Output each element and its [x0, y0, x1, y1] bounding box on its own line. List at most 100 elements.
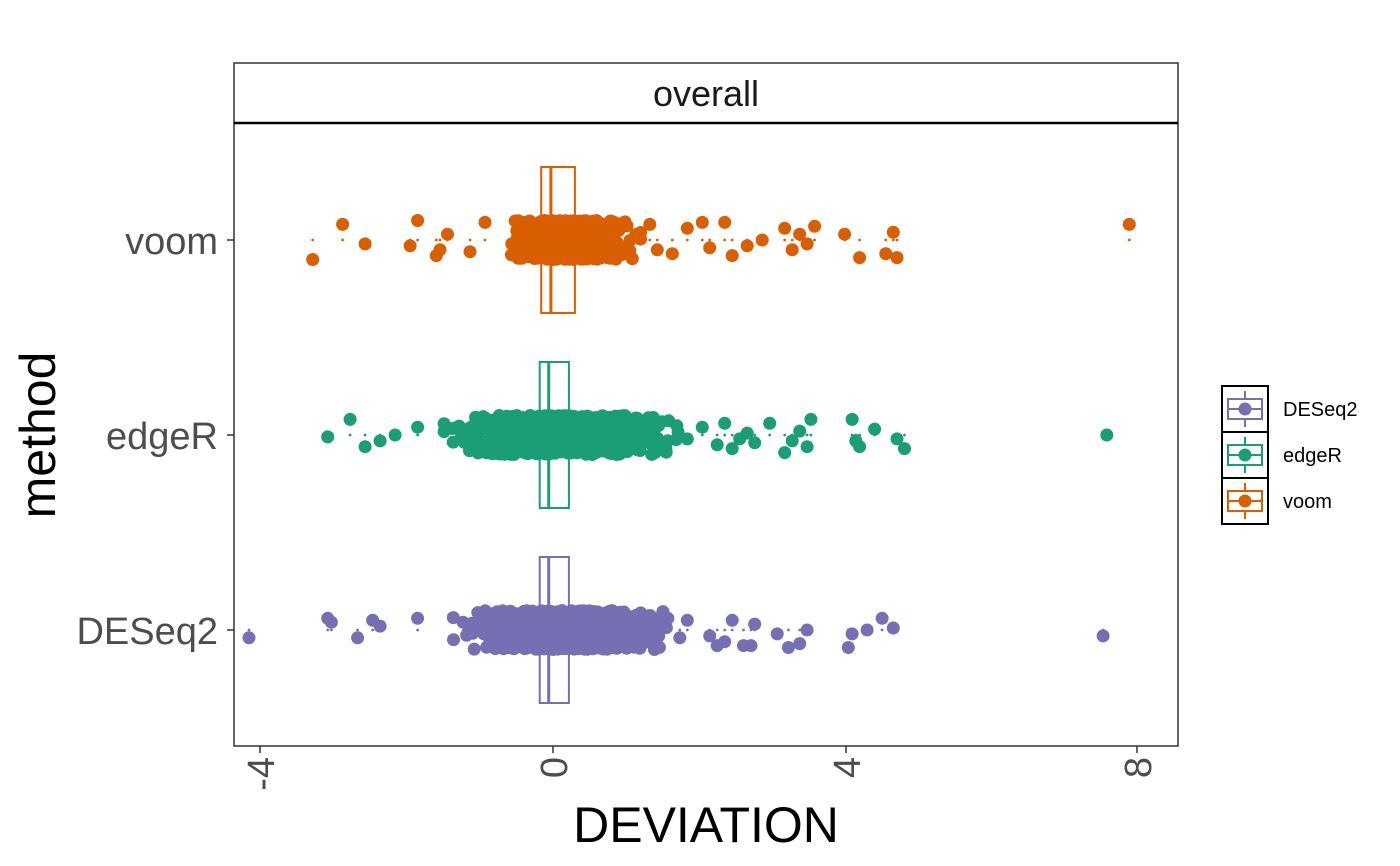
legend-label-deseq2: DESeq2 [1283, 399, 1358, 421]
box-outlier-voom [434, 238, 438, 242]
box-outlier-voom [408, 238, 412, 242]
outlier-point-edger [853, 440, 867, 454]
data-point-edger [584, 439, 597, 453]
box-outlier-deseq2 [742, 628, 745, 632]
data-point-deseq2 [610, 615, 624, 629]
data-point-edger [466, 422, 480, 436]
data-point-voom [629, 228, 643, 241]
data-point-deseq2 [596, 617, 610, 631]
data-point-deseq2 [495, 618, 509, 632]
outlier-point-voom [853, 251, 867, 265]
box-outlier-deseq2 [787, 628, 790, 632]
box-outlier-voom [648, 238, 652, 242]
outlier-point-voom [643, 217, 657, 231]
box-outlier-edger [393, 433, 397, 437]
data-point-edger [478, 411, 492, 425]
outlier-point-deseq2 [351, 631, 365, 645]
box-outlier-deseq2 [1101, 628, 1105, 632]
outlier-point-deseq2 [781, 641, 795, 654]
data-point-edger [501, 445, 515, 459]
data-point-voom [554, 238, 568, 252]
box-edger [538, 361, 570, 509]
outlier-point-voom [718, 215, 732, 229]
box-outlier-edger [753, 433, 757, 437]
x-tick-label-neg4: -4 [241, 757, 283, 791]
data-point-deseq2 [586, 642, 600, 656]
outlier-point-deseq2 [875, 611, 889, 625]
box-outlier-edger [326, 433, 330, 437]
data-point-deseq2 [633, 641, 647, 655]
box-outlier-edger [348, 433, 352, 437]
data-point-deseq2 [539, 629, 553, 643]
data-point-voom [620, 219, 634, 233]
outlier-point-voom [650, 243, 664, 257]
box-outlier-edger [745, 433, 749, 437]
box-outlier-deseq2 [891, 628, 895, 632]
data-point-edger [644, 437, 658, 451]
box-outlier-edger [715, 433, 719, 437]
outlier-point-voom [838, 227, 852, 241]
box-outlier-deseq2 [850, 628, 854, 632]
data-point-voom [603, 246, 617, 260]
data-point-deseq2 [596, 629, 610, 643]
outlier-point-voom [800, 237, 814, 251]
data-point-deseq2 [577, 633, 591, 647]
outlier-point-deseq2 [703, 629, 717, 643]
facet-label: overall [653, 73, 759, 114]
box-outlier-deseq2 [678, 628, 682, 632]
box-outlier-deseq2 [326, 628, 330, 632]
data-point-deseq2 [554, 616, 568, 630]
outlier-point-deseq2 [673, 631, 687, 645]
outlier-point-voom [358, 237, 372, 251]
box-outlier-deseq2 [753, 628, 757, 632]
data-point-edger [612, 420, 626, 433]
data-point-edger [488, 413, 502, 427]
data-point-deseq2 [447, 633, 460, 647]
box-outlier-edger [873, 433, 876, 437]
box-outlier-voom [670, 238, 674, 242]
box-outlier-voom [723, 238, 727, 242]
x-tick-label-4: 4 [827, 757, 869, 778]
data-point-deseq2 [586, 614, 600, 628]
data-point-voom [580, 215, 594, 228]
outlier-point-edger [695, 420, 709, 434]
box-outlier-voom [341, 238, 344, 242]
outlier-point-voom [725, 249, 739, 263]
box-outlier-voom [895, 238, 899, 242]
outlier-point-edger [898, 442, 911, 456]
box-outlier-deseq2 [775, 628, 779, 632]
box-outlier-voom [858, 238, 861, 242]
y-tick-label-deseq2: DESeq2 [76, 611, 218, 653]
box-outlier-deseq2 [730, 628, 734, 632]
box-outlier-voom [783, 238, 787, 242]
legend-glyph-deseq2 [1227, 391, 1263, 427]
legend-glyph-voom [1227, 483, 1263, 519]
data-point-deseq2 [446, 611, 460, 625]
box-outlier-voom [843, 238, 846, 242]
box-outlier-voom [700, 238, 704, 242]
outlier-point-deseq2 [841, 641, 855, 654]
outlier-point-deseq2 [650, 639, 664, 653]
x-tick-label-0: 0 [534, 757, 576, 778]
outlier-point-deseq2 [748, 617, 762, 631]
outlier-point-edger [358, 440, 372, 454]
data-point-voom [591, 235, 605, 248]
outlier-point-deseq2 [680, 613, 694, 627]
outlier-point-edger [763, 416, 777, 430]
data-point-deseq2 [548, 642, 561, 656]
data-point-edger [629, 411, 642, 425]
data-point-voom [567, 226, 581, 240]
outlier-point-deseq2 [793, 637, 807, 651]
box-outlier-deseq2 [805, 628, 809, 632]
box-outlier-deseq2 [865, 628, 869, 632]
box-outlier-voom [708, 238, 712, 242]
outlier-point-voom [680, 221, 694, 235]
outlier-point-voom [463, 245, 477, 259]
y-axis: voom edgeR DESeq2 [76, 221, 234, 653]
outlier-point-voom [886, 225, 900, 239]
box-outlier-deseq2 [685, 628, 689, 632]
data-point-deseq2 [456, 615, 470, 629]
box-outlier-deseq2 [416, 628, 419, 632]
outlier-point-deseq2 [242, 631, 256, 645]
